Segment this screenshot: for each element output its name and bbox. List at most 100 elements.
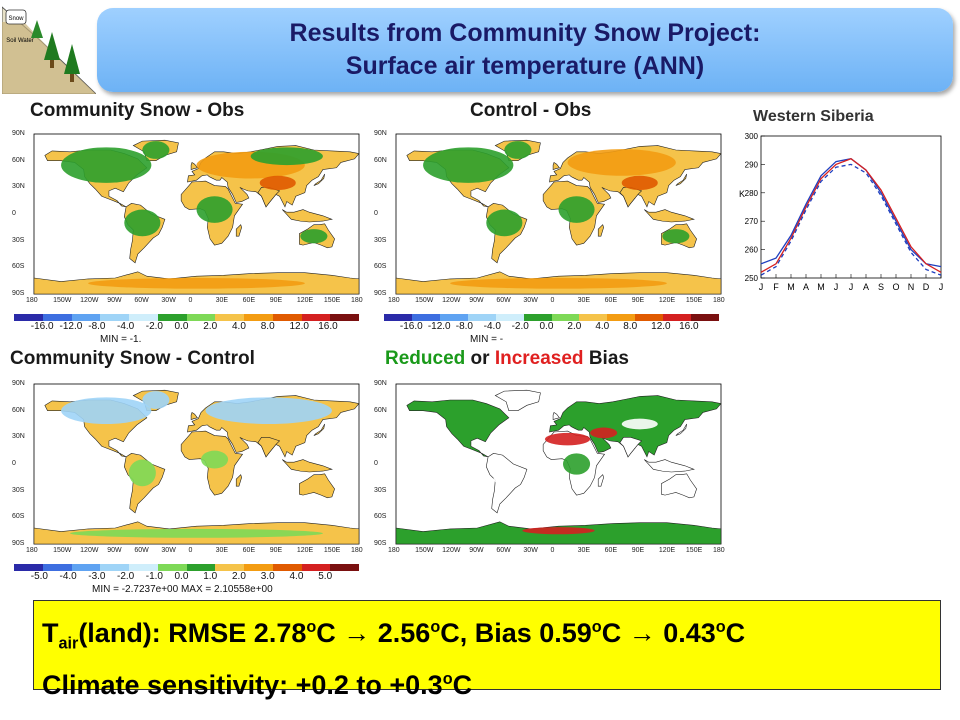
colorbar-swatch: [100, 564, 129, 571]
lon-tick: 30W: [523, 547, 538, 554]
continent-indonesia: [644, 209, 695, 223]
lon-tick: 150E: [323, 297, 341, 304]
continent-greenland: [494, 389, 541, 411]
colorbar-tick-label: -12.0: [427, 321, 451, 332]
lat-tick: 60S: [12, 513, 25, 521]
x-tick-label: N: [908, 282, 915, 292]
colorbar-swatch: [691, 314, 720, 321]
lon-tick: 180: [351, 547, 363, 554]
continent-australia: [661, 473, 697, 499]
y-axis-label: K: [739, 189, 745, 199]
continent-indonesia: [282, 209, 333, 223]
lat-tick: 0: [12, 210, 16, 217]
map-patch: [558, 196, 595, 223]
x-tick-label: O: [892, 282, 899, 292]
lat-tick: 30N: [374, 433, 387, 441]
continent-britain: [552, 411, 560, 420]
colorbar-swatch: [244, 314, 273, 321]
colorbar-tick-label: -1.0: [145, 571, 163, 582]
colorbar-swatch: [129, 314, 158, 321]
lon-tick: 60W: [496, 297, 511, 304]
continent-japan: [313, 423, 325, 436]
colorbar-tick-label: 0.0: [539, 321, 554, 332]
lon-tick: 180: [351, 297, 363, 304]
lon-tick: 150W: [53, 297, 72, 304]
lon-tick: 0: [188, 547, 193, 554]
colorbar-tick-label: -8.0: [88, 321, 106, 332]
lon-tick: 60E: [604, 297, 618, 304]
colorbar-swatch: [635, 314, 664, 321]
y-tick-label: 270: [745, 217, 759, 226]
colorbar-tick-label: 2.0: [203, 321, 218, 332]
lon-tick: 30E: [577, 297, 591, 304]
lon-tick: 60W: [134, 547, 149, 554]
continent-britain: [190, 161, 198, 170]
bias-label: Bias: [583, 348, 629, 369]
lat-tick: 30N: [12, 433, 25, 441]
colorbar-tick-label: 16.0: [679, 321, 699, 332]
colorbar-tick-label: 4.0: [289, 571, 304, 582]
map-patch: [88, 278, 305, 289]
lat-tick: 30S: [374, 236, 387, 244]
lon-tick: 90W: [107, 297, 122, 304]
colorbar-tick-label: -16.0: [399, 321, 423, 332]
lat-tick: 30S: [12, 486, 25, 494]
lon-tick: 120E: [296, 297, 314, 304]
lon-tick: 180: [388, 547, 400, 554]
lat-tick: 90N: [12, 130, 25, 137]
x-tick-label: M: [817, 282, 825, 292]
lon-tick: 60W: [496, 547, 511, 554]
colorbar-tick-label: 0.0: [174, 321, 189, 332]
colorbar-swatch: [157, 314, 187, 321]
panel-title-western-siberia: Western Siberia: [753, 108, 874, 125]
title-line-2: Surface air temperature (ANN): [345, 52, 705, 80]
map-control-minus-obs: 90N 60N 30N 0 30S 60S 90S 180 150W 120W 90W 60W 30W 0…: [372, 128, 727, 313]
lat-tick: 60N: [12, 406, 25, 414]
svg-text:Soil Water: Soil Water: [6, 38, 33, 44]
lon-tick: 90E: [631, 547, 645, 554]
colorbar-swatch: [495, 314, 524, 321]
colorbar-tick-label: 8.0: [623, 321, 638, 332]
map-patch: [259, 175, 296, 190]
min-max-label-3: MIN = -2.7237e+00 MAX = 2.10558e+00: [92, 584, 273, 595]
y-tick-label: 280: [745, 189, 759, 198]
lat-tick: 60N: [12, 156, 25, 164]
reduced-label: Reduced: [385, 348, 466, 369]
lon-tick: 90W: [107, 547, 122, 554]
colorbar-tick-label: -2.0: [117, 571, 135, 582]
colorbar-swatch: [42, 314, 72, 321]
lon-tick: 120W: [80, 297, 99, 304]
panel-title-community-snow-obs: Community Snow - Obs: [30, 100, 245, 121]
world-map-svg: [395, 133, 722, 295]
colorbar-bias-2: [384, 314, 720, 321]
x-tick-label: S: [878, 282, 884, 292]
colorbar-swatch: [579, 314, 608, 321]
map-patch: [61, 147, 152, 183]
y-tick-label: 290: [745, 160, 759, 169]
title-line-1: Results from Community Snow Project:: [289, 19, 761, 47]
colorbar-tick-label: -12.0: [59, 321, 83, 332]
colorbar-swatch: [71, 314, 101, 321]
continent-india: [619, 437, 643, 458]
continent-madagascar: [597, 474, 604, 487]
map-patch: [142, 391, 170, 409]
lon-tick: 120E: [658, 297, 676, 304]
continent-indonesia: [644, 459, 695, 473]
y-tick-label: 300: [745, 132, 759, 141]
colorbar-tick-label: -4.0: [59, 571, 77, 582]
map-patch: [544, 432, 591, 446]
increased-label: Increased: [494, 348, 584, 369]
colorbar-swatch: [129, 564, 158, 571]
colorbar-tick-label: 16.0: [318, 321, 338, 332]
lon-tick: 90W: [469, 297, 484, 304]
lat-tick: 90S: [374, 540, 387, 547]
continent-australia: [299, 473, 335, 499]
lon-tick: 180: [388, 297, 400, 304]
x-tick-label: J: [834, 282, 839, 292]
colorbar-tick-label: 5.0: [318, 571, 333, 582]
colorbar-swatch: [330, 314, 359, 321]
map-patch: [662, 229, 690, 244]
colorbar-swatch: [71, 564, 101, 571]
colorbar-tick-label: 8.0: [260, 321, 275, 332]
colorbar-swatch: [411, 314, 440, 321]
